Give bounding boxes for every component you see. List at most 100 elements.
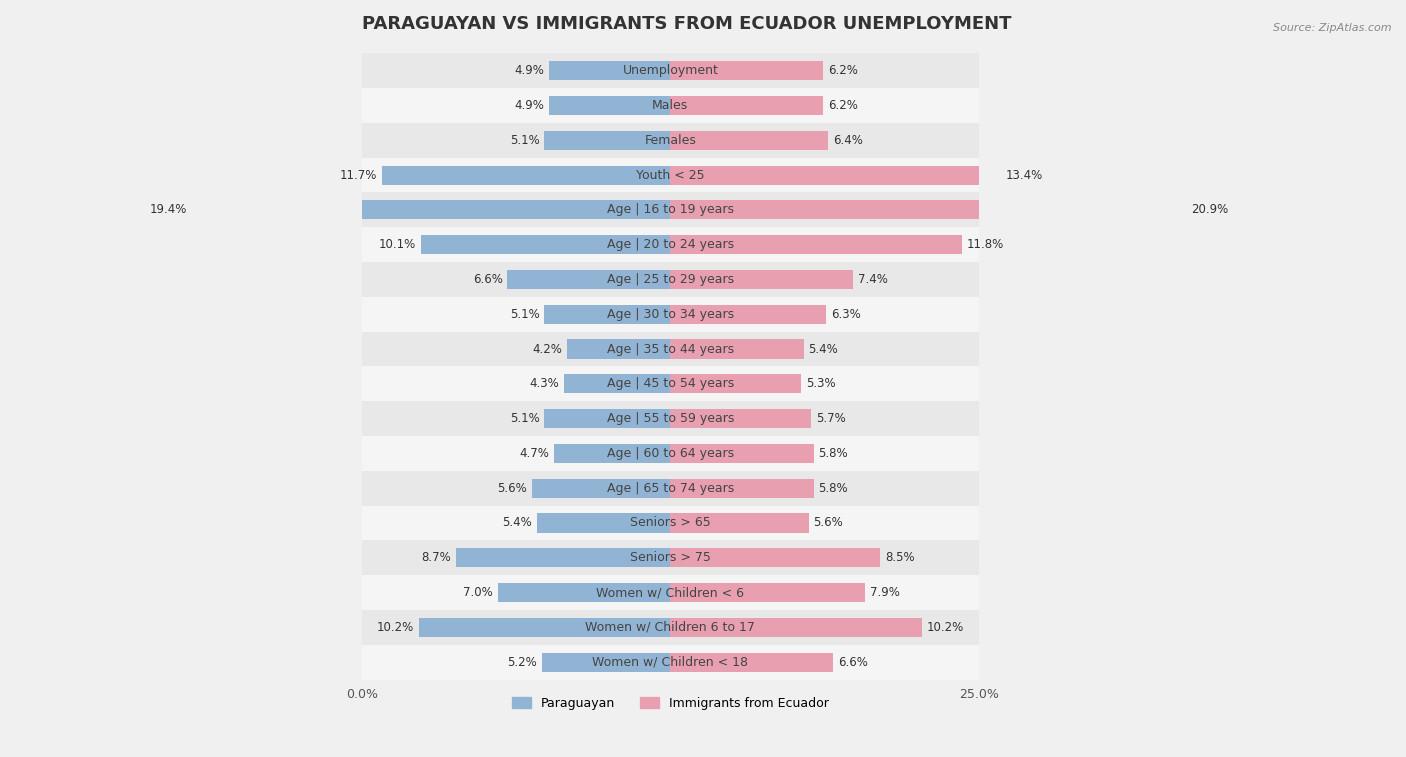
- Text: 5.8%: 5.8%: [818, 447, 848, 460]
- Bar: [456, 548, 671, 567]
- Bar: [671, 201, 1187, 220]
- Bar: [361, 53, 979, 88]
- Text: 7.4%: 7.4%: [858, 273, 887, 286]
- Legend: Paraguayan, Immigrants from Ecuador: Paraguayan, Immigrants from Ecuador: [508, 692, 834, 715]
- Text: 8.7%: 8.7%: [420, 551, 451, 564]
- Bar: [671, 513, 808, 532]
- Text: 6.2%: 6.2%: [828, 99, 858, 112]
- Bar: [361, 88, 979, 123]
- Bar: [361, 297, 979, 332]
- Bar: [567, 339, 671, 359]
- Bar: [671, 548, 880, 567]
- Bar: [554, 444, 671, 463]
- Text: 5.6%: 5.6%: [814, 516, 844, 529]
- Bar: [671, 653, 834, 671]
- Text: 7.0%: 7.0%: [463, 586, 492, 599]
- Bar: [671, 339, 804, 359]
- Text: 5.1%: 5.1%: [510, 412, 540, 425]
- Bar: [361, 575, 979, 610]
- Text: Age | 20 to 24 years: Age | 20 to 24 years: [607, 238, 734, 251]
- Text: 5.1%: 5.1%: [510, 134, 540, 147]
- Text: 6.6%: 6.6%: [838, 656, 868, 668]
- Text: 5.8%: 5.8%: [818, 481, 848, 494]
- Text: Source: ZipAtlas.com: Source: ZipAtlas.com: [1274, 23, 1392, 33]
- Bar: [550, 96, 671, 115]
- Text: 4.9%: 4.9%: [515, 99, 544, 112]
- Bar: [381, 166, 671, 185]
- Bar: [361, 610, 979, 645]
- Text: 5.4%: 5.4%: [502, 516, 531, 529]
- Text: 7.9%: 7.9%: [870, 586, 900, 599]
- Bar: [550, 61, 671, 80]
- Bar: [531, 478, 671, 498]
- Bar: [361, 123, 979, 157]
- Text: 6.6%: 6.6%: [472, 273, 502, 286]
- Text: Age | 65 to 74 years: Age | 65 to 74 years: [607, 481, 734, 494]
- Text: PARAGUAYAN VS IMMIGRANTS FROM ECUADOR UNEMPLOYMENT: PARAGUAYAN VS IMMIGRANTS FROM ECUADOR UN…: [361, 15, 1011, 33]
- Text: Youth < 25: Youth < 25: [636, 169, 704, 182]
- Bar: [671, 478, 814, 498]
- Text: Females: Females: [644, 134, 696, 147]
- Bar: [361, 645, 979, 680]
- Text: 10.2%: 10.2%: [377, 621, 413, 634]
- Text: Males: Males: [652, 99, 689, 112]
- Text: Age | 55 to 59 years: Age | 55 to 59 years: [606, 412, 734, 425]
- Text: 11.7%: 11.7%: [339, 169, 377, 182]
- Bar: [671, 270, 853, 289]
- Text: 4.9%: 4.9%: [515, 64, 544, 77]
- Text: Women w/ Children < 18: Women w/ Children < 18: [592, 656, 748, 668]
- Bar: [361, 436, 979, 471]
- Bar: [671, 374, 801, 394]
- Bar: [671, 235, 962, 254]
- Text: 6.4%: 6.4%: [834, 134, 863, 147]
- Bar: [671, 444, 814, 463]
- Text: 5.1%: 5.1%: [510, 308, 540, 321]
- Text: Age | 35 to 44 years: Age | 35 to 44 years: [607, 342, 734, 356]
- Text: 4.3%: 4.3%: [530, 377, 560, 391]
- Text: Age | 25 to 29 years: Age | 25 to 29 years: [607, 273, 734, 286]
- Text: Seniors > 65: Seniors > 65: [630, 516, 711, 529]
- Text: 6.3%: 6.3%: [831, 308, 860, 321]
- Text: 5.7%: 5.7%: [815, 412, 846, 425]
- Text: 19.4%: 19.4%: [149, 204, 187, 217]
- Bar: [537, 513, 671, 532]
- Bar: [361, 227, 979, 262]
- Text: 6.2%: 6.2%: [828, 64, 858, 77]
- Text: 4.7%: 4.7%: [520, 447, 550, 460]
- Text: Unemployment: Unemployment: [623, 64, 718, 77]
- Bar: [419, 618, 671, 637]
- Text: Age | 30 to 34 years: Age | 30 to 34 years: [607, 308, 734, 321]
- Text: 4.2%: 4.2%: [531, 342, 562, 356]
- Bar: [543, 653, 671, 671]
- Bar: [671, 304, 825, 324]
- Text: 5.4%: 5.4%: [808, 342, 838, 356]
- Bar: [498, 583, 671, 602]
- Text: 20.9%: 20.9%: [1191, 204, 1229, 217]
- Bar: [508, 270, 671, 289]
- Bar: [361, 471, 979, 506]
- Text: Seniors > 75: Seniors > 75: [630, 551, 711, 564]
- Bar: [671, 61, 824, 80]
- Bar: [361, 192, 979, 227]
- Text: Women w/ Children < 6: Women w/ Children < 6: [596, 586, 744, 599]
- Text: 5.2%: 5.2%: [508, 656, 537, 668]
- Text: Age | 60 to 64 years: Age | 60 to 64 years: [607, 447, 734, 460]
- Text: 8.5%: 8.5%: [886, 551, 915, 564]
- Text: Age | 45 to 54 years: Age | 45 to 54 years: [607, 377, 734, 391]
- Bar: [671, 618, 922, 637]
- Bar: [361, 332, 979, 366]
- Bar: [361, 366, 979, 401]
- Text: 10.2%: 10.2%: [927, 621, 965, 634]
- Bar: [361, 401, 979, 436]
- Bar: [671, 131, 828, 150]
- Bar: [671, 166, 1001, 185]
- Bar: [564, 374, 671, 394]
- Bar: [671, 96, 824, 115]
- Text: 13.4%: 13.4%: [1007, 169, 1043, 182]
- Bar: [361, 157, 979, 192]
- Text: 5.6%: 5.6%: [498, 481, 527, 494]
- Text: Age | 16 to 19 years: Age | 16 to 19 years: [607, 204, 734, 217]
- Bar: [361, 506, 979, 540]
- Bar: [361, 262, 979, 297]
- Bar: [544, 131, 671, 150]
